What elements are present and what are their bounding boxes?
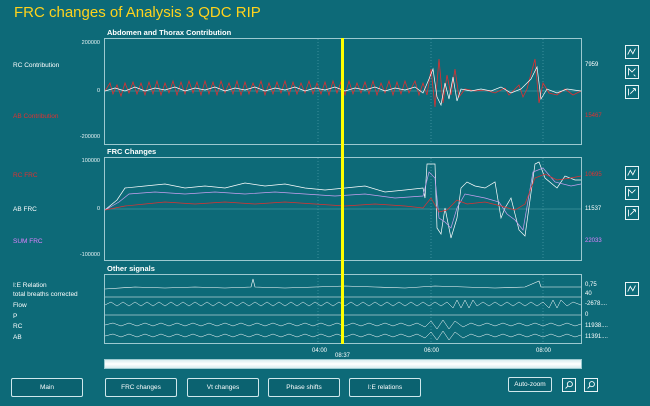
rc-frc-line (105, 173, 581, 213)
panel-title-other: Other signals (107, 264, 155, 273)
label-total-breaths: total breaths corrected (13, 291, 78, 298)
time-cursor[interactable] (341, 38, 344, 344)
vt-changes-button[interactable]: Vt changes (187, 378, 259, 397)
value-sum-frc: 22033 (585, 238, 602, 244)
chart-zoom-icon[interactable] (625, 282, 639, 296)
tick: -100000 (79, 252, 100, 258)
ab-frc-line (105, 161, 581, 239)
value-flow: -2678.... (585, 301, 608, 307)
chart-arrow-up-icon[interactable] (625, 186, 639, 200)
tick: 0 (96, 206, 100, 212)
label-ab-frc: AB FRC (13, 206, 37, 213)
value-rc: 11938.... (585, 323, 608, 329)
tick: 100000 (81, 158, 100, 164)
label-ab: AB (13, 334, 22, 341)
rc-line (105, 319, 581, 330)
chart-arrow-up-icon[interactable] (625, 65, 639, 79)
cursor-time: 08:37 (335, 353, 351, 359)
label-rc-contribution: RC Contribution (13, 62, 60, 69)
label-rc: RC (13, 323, 23, 330)
sum-frc-line (105, 167, 581, 231)
value-ab-frc: 11537 (585, 206, 602, 212)
label-sum-frc: SUM FRC (13, 238, 43, 245)
time-tick: 04:00 (312, 348, 328, 354)
ie-relations-button[interactable]: I:E relations (349, 378, 421, 397)
frc-changes-button[interactable]: FRC changes (105, 378, 177, 397)
auto-zoom-button[interactable]: Auto-zoom (508, 377, 552, 392)
zoom-in-icon[interactable] (562, 378, 576, 392)
time-scrollbar[interactable] (104, 359, 582, 369)
panel-title-contribution: Abdomen and Thorax Contribution (107, 28, 232, 37)
value-breaths: 40 (585, 291, 592, 297)
phase-shifts-button[interactable]: Phase shifts (268, 378, 340, 397)
ab-contribution-line (105, 65, 581, 107)
tick: 200000 (81, 40, 100, 46)
label-ie: I:E Relation (13, 282, 47, 289)
value-ie: 0,75 (585, 282, 597, 288)
value-rc-frc: 10695 (585, 172, 602, 178)
chart-arrow-down-icon[interactable] (625, 206, 639, 220)
rc-contribution-line (105, 58, 581, 108)
flow-line (105, 299, 581, 309)
tick: 0 (96, 88, 100, 94)
time-tick: 06:00 (424, 348, 440, 354)
value-ab: 15467 (585, 113, 602, 119)
label-flow: Flow (13, 302, 27, 309)
chart-zoom-icon[interactable] (625, 45, 639, 59)
panel-title-frc: FRC Changes (107, 147, 157, 156)
window-title: FRC changes of Analysis 3 QDC RIP (14, 4, 261, 21)
ab-line (105, 330, 581, 341)
value-rc: 7959 (585, 62, 599, 68)
label-ab-contribution: AB Contribution (13, 113, 59, 120)
chart-arrow-down-icon[interactable] (625, 85, 639, 99)
value-p: 0 (585, 312, 589, 318)
main-button[interactable]: Main (11, 378, 83, 397)
zoom-out-icon[interactable] (584, 378, 598, 392)
value-ab: 11391.... (585, 334, 608, 340)
time-tick: 08:00 (536, 348, 552, 354)
tick: -200000 (79, 134, 100, 140)
label-rc-frc: RC FRC (13, 172, 38, 179)
chart-zoom-icon[interactable] (625, 166, 639, 180)
ie-line (105, 278, 581, 290)
label-p: P (13, 313, 18, 320)
